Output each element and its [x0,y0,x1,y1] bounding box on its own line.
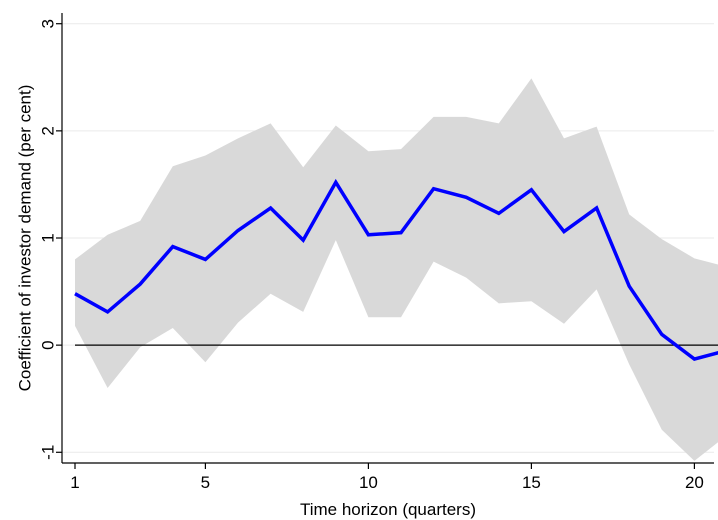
y-tick-label: 3 [39,19,58,28]
x-tick-label: 15 [522,473,541,492]
x-axis-label: Time horizon (quarters) [300,500,476,519]
y-tick-label: 2 [39,126,58,135]
x-tick-label: 20 [685,473,704,492]
x-tick-label: 5 [201,473,210,492]
x-tick-label: 10 [359,473,378,492]
y-tick-label: 0 [39,340,58,349]
y-tick-label: -1 [39,445,58,460]
y-axis-label: Coefficient of investor demand (per cent… [16,85,35,392]
x-tick-label: 1 [70,473,79,492]
series-line [74,178,718,361]
confidence-band [75,78,718,461]
y-tick-label: 1 [39,233,58,242]
